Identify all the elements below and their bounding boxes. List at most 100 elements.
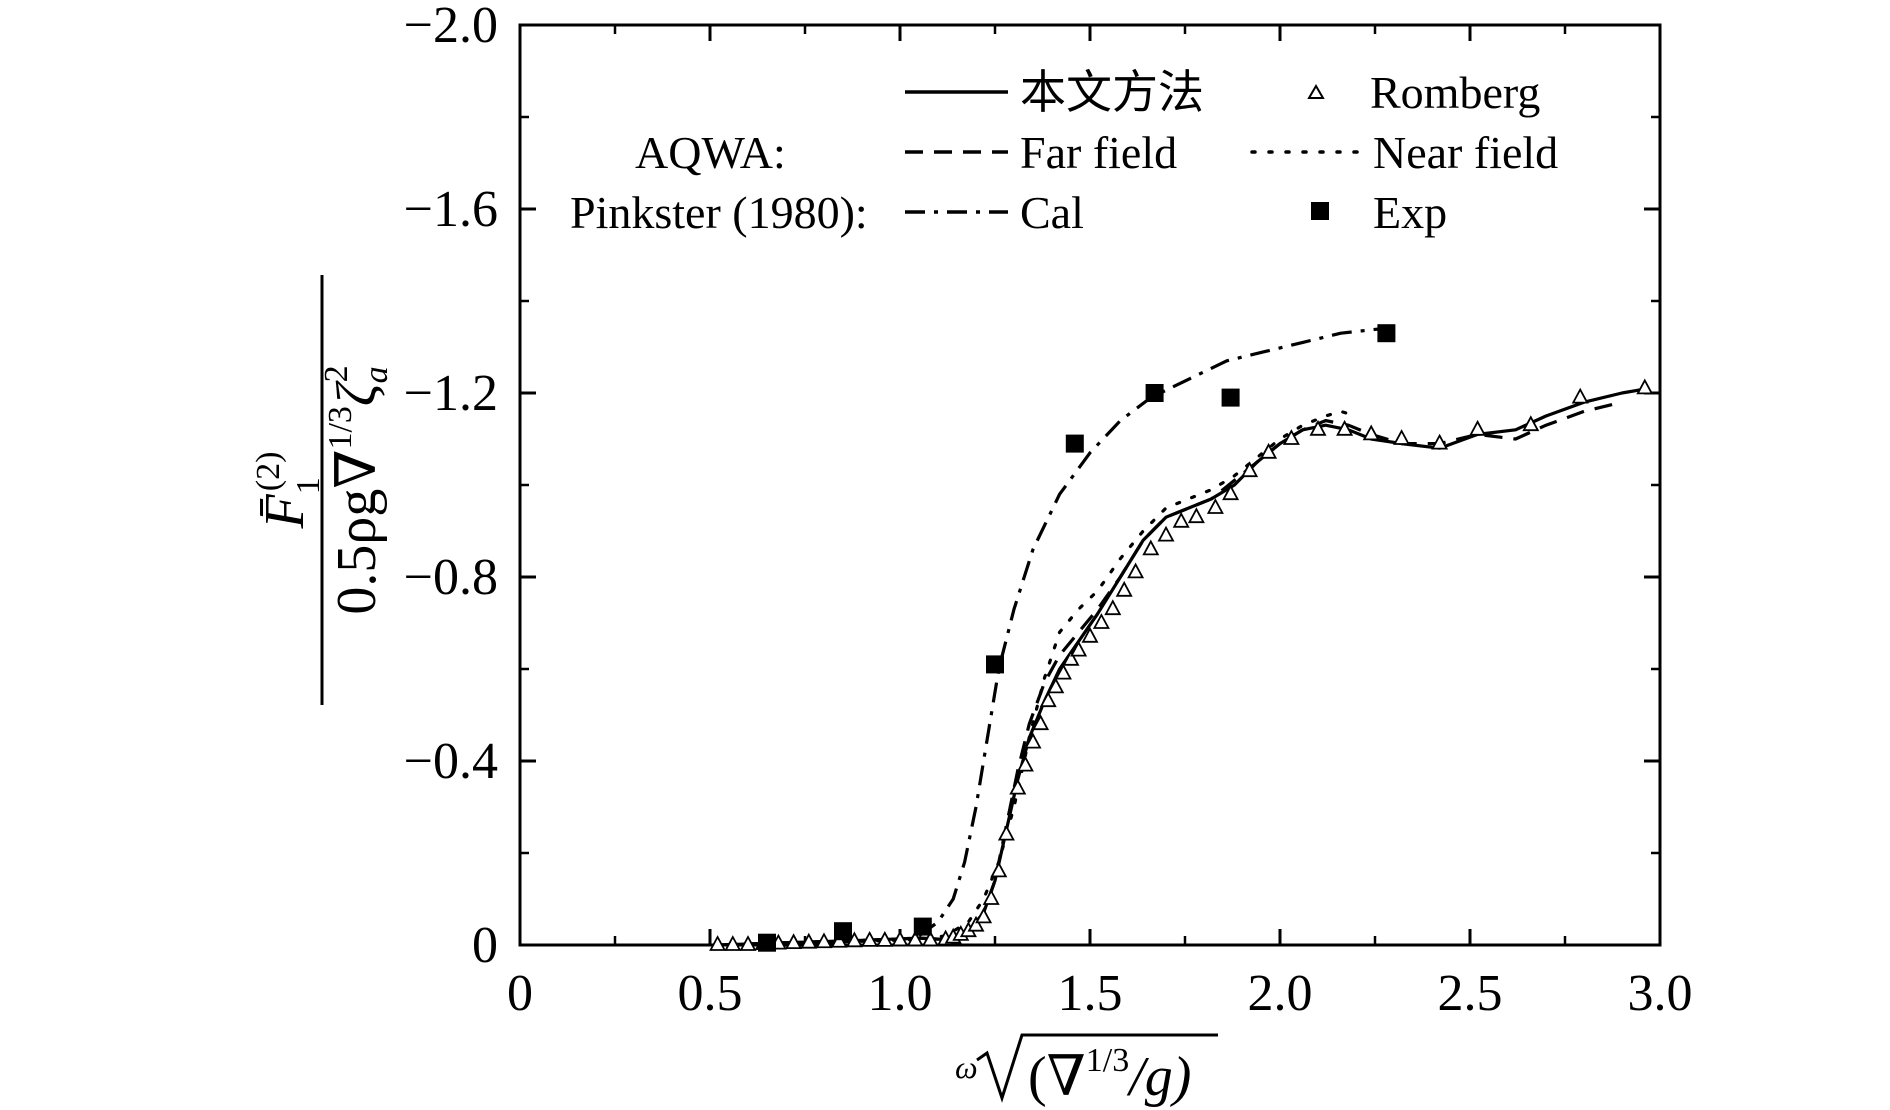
romberg-marker bbox=[906, 930, 924, 947]
legend-label-romberg: Romberg bbox=[1370, 67, 1540, 118]
y-label-denominator-tail-sup: 2 bbox=[318, 365, 355, 382]
legend-marker-romberg bbox=[1307, 84, 1325, 99]
y-label-denominator-tail-sub: a bbox=[358, 366, 395, 383]
exp-marker bbox=[986, 655, 1004, 674]
x-label-radicand-base: (∇ bbox=[1028, 1046, 1086, 1108]
x-tick-label: 0 bbox=[507, 965, 533, 1022]
y-tick-labels: 0 −0.4 −0.8 −1.2 −1.6 −2.0 bbox=[404, 0, 498, 974]
exp-marker bbox=[834, 922, 852, 941]
exp-marker bbox=[1145, 384, 1164, 402]
romberg-marker bbox=[1362, 424, 1380, 441]
romberg-marker bbox=[1636, 378, 1654, 395]
romberg-marker bbox=[815, 932, 833, 949]
legend-label-cal: Cal bbox=[1020, 187, 1084, 238]
legend-label-near: Near field bbox=[1373, 127, 1558, 178]
legend-marker-exp bbox=[1311, 202, 1329, 220]
x-label-radicand-suffix: /g) bbox=[1126, 1046, 1191, 1108]
series-line-far bbox=[717, 400, 1623, 947]
romberg-marker bbox=[739, 935, 757, 951]
romberg-marker bbox=[800, 932, 818, 949]
romberg-marker bbox=[1081, 626, 1099, 643]
legend-label-exp: Exp bbox=[1373, 187, 1447, 238]
legend-label-present: 本文方法 bbox=[1020, 67, 1204, 118]
romberg-marker bbox=[1241, 461, 1259, 478]
romberg-marker bbox=[1309, 419, 1327, 436]
x-tick-label: 0.5 bbox=[678, 965, 743, 1022]
romberg-marker bbox=[1282, 429, 1300, 445]
y-label-numerator-sub: 1 bbox=[290, 477, 327, 494]
exp-marker bbox=[758, 933, 776, 952]
romberg-marker bbox=[1172, 511, 1190, 528]
legend: 本文方法 Romberg AQWA: Far field Near field … bbox=[570, 67, 1558, 238]
romberg-marker bbox=[709, 935, 727, 951]
series-line-near bbox=[715, 409, 1358, 947]
x-tick-label: 2.0 bbox=[1248, 965, 1313, 1022]
legend-group-pinkster: Pinkster (1980): bbox=[570, 187, 868, 238]
x-label-omega: ω bbox=[955, 1049, 978, 1085]
romberg-marker bbox=[1157, 525, 1175, 542]
series-line-present bbox=[717, 386, 1649, 947]
romberg-marker bbox=[967, 915, 985, 932]
romberg-marker bbox=[1431, 433, 1449, 450]
series-line-cal bbox=[918, 327, 1383, 938]
y-tick-label: −1.6 bbox=[404, 181, 498, 238]
svg-text:0.5ρg∇1/3ζa2: 0.5ρg∇1/3ζa2 bbox=[318, 365, 395, 614]
romberg-marker bbox=[891, 930, 909, 947]
romberg-marker bbox=[1024, 732, 1042, 749]
axis-ticks bbox=[518, 23, 1662, 947]
romberg-marker bbox=[1393, 429, 1411, 445]
romberg-marker bbox=[1522, 415, 1540, 432]
romberg-marker bbox=[724, 935, 742, 951]
romberg-marker bbox=[1115, 580, 1133, 597]
romberg-marker bbox=[975, 907, 993, 924]
romberg-marker bbox=[1032, 714, 1050, 731]
romberg-marker bbox=[1070, 640, 1088, 657]
x-tick-label: 3.0 bbox=[1628, 965, 1693, 1022]
romberg-marker bbox=[1469, 419, 1487, 436]
romberg-marker bbox=[1039, 691, 1057, 708]
legend-group-aqwa: AQWA: bbox=[635, 127, 786, 178]
romberg-marker bbox=[1009, 778, 1027, 795]
romberg-marker bbox=[1104, 599, 1122, 616]
y-label-denominator-tail: ζ bbox=[326, 380, 388, 406]
x-tick-labels: 0 0.5 1.0 1.5 2.0 2.5 3.0 bbox=[507, 965, 1693, 1022]
romberg-marker bbox=[921, 930, 939, 947]
y-label-denominator: 0.5ρg∇ bbox=[326, 450, 388, 615]
series-lines bbox=[715, 327, 1649, 947]
y-tick-label: −2.0 bbox=[404, 0, 498, 54]
romberg-marker bbox=[876, 930, 894, 947]
romberg-marker bbox=[1142, 539, 1160, 556]
y-label-numerator-sup: (2) bbox=[250, 452, 287, 492]
x-axis-label: ω (∇1/3/g) bbox=[955, 1033, 1218, 1108]
exp-marker bbox=[1221, 388, 1240, 407]
exp-marker bbox=[913, 917, 932, 936]
romberg-marker bbox=[1336, 419, 1354, 436]
romberg-marker bbox=[997, 824, 1015, 841]
y-tick-label: −1.2 bbox=[404, 365, 498, 422]
romberg-marker bbox=[1016, 755, 1034, 772]
romberg-marker bbox=[1571, 387, 1589, 404]
x-tick-label: 2.5 bbox=[1438, 965, 1503, 1022]
romberg-marker bbox=[1127, 562, 1145, 579]
exp-marker bbox=[1377, 324, 1396, 343]
romberg-marker bbox=[1054, 663, 1072, 680]
x-label-radical-sign bbox=[976, 1033, 1218, 1103]
romberg-marker bbox=[830, 931, 848, 948]
y-tick-label: 0 bbox=[472, 917, 498, 974]
svg-text:F̄1(2): F̄1(2) bbox=[250, 452, 327, 530]
x-label-radicand: (∇1/3/g) bbox=[1028, 1042, 1191, 1108]
series-markers bbox=[709, 324, 1654, 952]
exp-marker bbox=[1065, 434, 1084, 453]
x-tick-label: 1.0 bbox=[868, 965, 933, 1022]
y-tick-label: −0.4 bbox=[404, 733, 498, 790]
y-label-denominator-sup: 1/3 bbox=[322, 406, 359, 449]
y-axis-label: F̄1(2) 0.5ρg∇1/3ζa2 bbox=[250, 275, 395, 705]
x-tick-label: 1.5 bbox=[1058, 965, 1123, 1022]
y-label-numerator: F̄ bbox=[254, 493, 316, 529]
romberg-marker bbox=[1187, 507, 1205, 524]
romberg-marker bbox=[1047, 677, 1065, 694]
legend-label-far: Far field bbox=[1020, 127, 1177, 178]
romberg-marker bbox=[861, 930, 879, 947]
romberg-marker bbox=[1206, 498, 1224, 514]
romberg-marker bbox=[1062, 649, 1080, 666]
